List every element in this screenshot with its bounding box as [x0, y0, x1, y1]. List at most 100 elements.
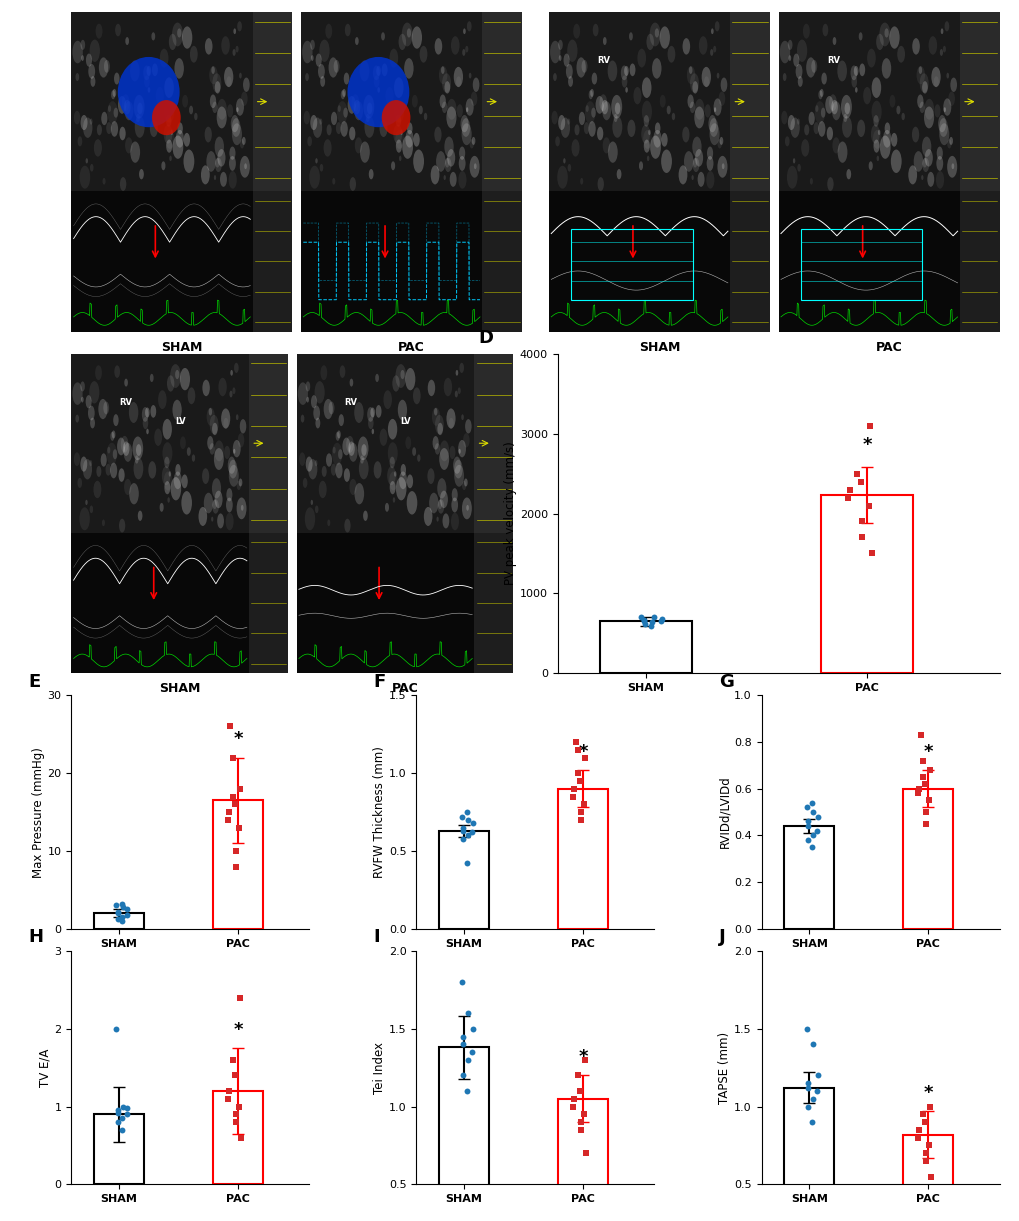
Ellipse shape — [320, 365, 327, 380]
Point — [459, 825, 475, 845]
Ellipse shape — [138, 103, 143, 115]
Ellipse shape — [342, 437, 351, 455]
Ellipse shape — [72, 40, 83, 63]
Ellipse shape — [398, 34, 406, 50]
Ellipse shape — [123, 100, 130, 115]
Ellipse shape — [174, 59, 183, 78]
Point — [803, 1112, 819, 1132]
Ellipse shape — [90, 505, 93, 513]
Ellipse shape — [154, 429, 162, 446]
Ellipse shape — [442, 513, 448, 529]
Ellipse shape — [113, 107, 118, 117]
Ellipse shape — [228, 465, 238, 487]
Ellipse shape — [441, 101, 446, 114]
Point — [219, 1089, 235, 1109]
Text: *: * — [578, 1048, 587, 1066]
Ellipse shape — [698, 37, 707, 55]
Ellipse shape — [313, 405, 320, 420]
Ellipse shape — [405, 368, 415, 391]
Ellipse shape — [643, 139, 649, 153]
Ellipse shape — [439, 441, 448, 462]
Ellipse shape — [465, 419, 471, 433]
Ellipse shape — [350, 479, 357, 495]
Text: RV: RV — [344, 398, 357, 407]
Bar — [557, 1099, 607, 1221]
Ellipse shape — [435, 415, 443, 435]
Point — [108, 896, 124, 916]
Ellipse shape — [230, 115, 238, 132]
Ellipse shape — [407, 28, 411, 38]
Point — [459, 1082, 475, 1101]
Ellipse shape — [340, 90, 344, 99]
Ellipse shape — [417, 454, 420, 462]
Ellipse shape — [235, 414, 238, 420]
Ellipse shape — [160, 49, 168, 67]
Ellipse shape — [96, 23, 102, 39]
Ellipse shape — [672, 112, 675, 120]
Ellipse shape — [718, 92, 725, 106]
Ellipse shape — [337, 105, 340, 112]
Ellipse shape — [162, 442, 172, 464]
Ellipse shape — [90, 39, 100, 62]
Ellipse shape — [453, 465, 464, 487]
Ellipse shape — [551, 111, 557, 125]
Ellipse shape — [301, 415, 304, 422]
Ellipse shape — [309, 166, 320, 189]
Ellipse shape — [407, 491, 417, 514]
Point — [231, 1096, 248, 1116]
Ellipse shape — [469, 139, 474, 149]
Y-axis label: Tei Index: Tei Index — [373, 1042, 386, 1094]
Point — [798, 797, 814, 817]
Ellipse shape — [856, 120, 864, 137]
Ellipse shape — [181, 27, 193, 49]
Ellipse shape — [72, 382, 83, 405]
Ellipse shape — [622, 76, 627, 88]
Ellipse shape — [562, 54, 569, 67]
Ellipse shape — [897, 46, 904, 62]
Ellipse shape — [164, 100, 174, 122]
Ellipse shape — [146, 429, 149, 435]
Ellipse shape — [850, 66, 857, 81]
Point — [809, 1066, 825, 1085]
Ellipse shape — [233, 28, 235, 34]
Ellipse shape — [385, 87, 393, 104]
Ellipse shape — [123, 443, 132, 462]
Text: PAC: PAC — [397, 341, 425, 354]
Ellipse shape — [209, 66, 217, 84]
Text: PAC: PAC — [875, 341, 902, 354]
Ellipse shape — [647, 129, 650, 136]
Ellipse shape — [236, 107, 238, 112]
Point — [115, 897, 131, 917]
Point — [232, 1128, 249, 1148]
Ellipse shape — [199, 507, 207, 526]
Text: RV: RV — [119, 398, 131, 407]
Y-axis label: RVIDd/LVIDd: RVIDd/LVIDd — [717, 775, 731, 849]
Ellipse shape — [215, 81, 220, 94]
Ellipse shape — [854, 87, 857, 93]
Ellipse shape — [840, 95, 851, 118]
Ellipse shape — [315, 54, 321, 67]
Ellipse shape — [315, 460, 317, 466]
Point — [912, 725, 928, 745]
Point — [808, 821, 824, 840]
Point — [633, 607, 649, 626]
Point — [800, 1096, 816, 1116]
Ellipse shape — [890, 149, 901, 173]
Text: LV: LV — [400, 418, 411, 426]
Point — [576, 795, 592, 814]
Ellipse shape — [147, 66, 151, 76]
Ellipse shape — [682, 127, 689, 143]
Bar — [301, 192, 522, 332]
Ellipse shape — [937, 115, 946, 132]
Ellipse shape — [434, 127, 441, 143]
Text: H: H — [29, 928, 44, 946]
Point — [227, 857, 244, 877]
Ellipse shape — [796, 118, 799, 125]
Ellipse shape — [144, 76, 150, 88]
Ellipse shape — [332, 178, 335, 184]
Ellipse shape — [398, 471, 407, 490]
Point — [917, 1151, 933, 1171]
Ellipse shape — [311, 499, 313, 505]
Ellipse shape — [449, 446, 455, 459]
Point — [914, 1105, 930, 1125]
